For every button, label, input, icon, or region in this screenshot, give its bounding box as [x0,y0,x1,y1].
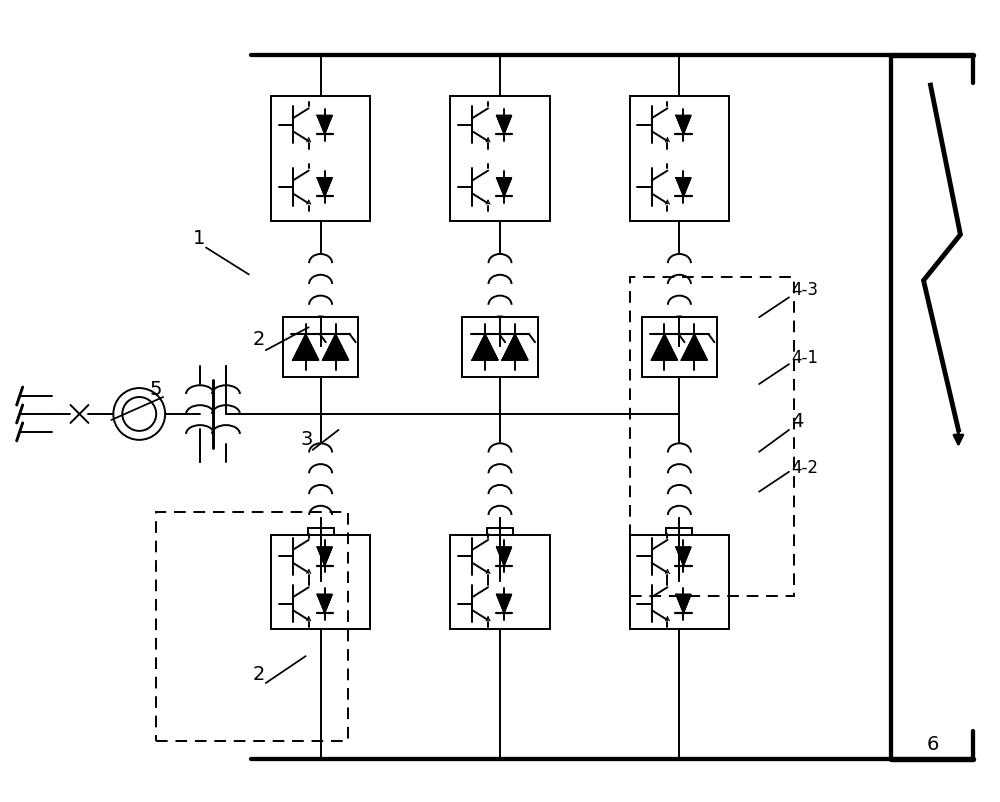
Polygon shape [497,548,512,566]
Polygon shape [472,334,498,361]
Text: 4-3: 4-3 [791,281,818,299]
Bar [271,97,370,221]
Bar [642,318,717,378]
Polygon shape [676,116,691,135]
Text: 4-1: 4-1 [791,349,818,367]
Bar [487,528,513,572]
Text: 4: 4 [791,411,803,431]
Bar [156,512,348,741]
Bar [630,97,729,221]
Text: 1: 1 [193,229,205,247]
Text: 2: 2 [253,330,265,349]
Bar [630,535,729,630]
Bar [283,318,358,378]
Polygon shape [681,334,707,361]
Polygon shape [676,594,691,613]
Bar [666,528,692,572]
Polygon shape [676,548,691,566]
Polygon shape [497,179,512,197]
Polygon shape [323,334,349,361]
Bar [450,97,550,221]
Bar [308,528,334,572]
Polygon shape [317,179,332,197]
Text: 2: 2 [253,664,265,683]
Polygon shape [497,116,512,135]
Polygon shape [317,594,332,613]
Polygon shape [502,334,528,361]
Polygon shape [676,179,691,197]
Text: 5: 5 [149,379,162,399]
Polygon shape [497,594,512,613]
Bar [630,278,794,597]
Polygon shape [293,334,319,361]
Polygon shape [317,548,332,566]
Text: 6: 6 [927,734,939,753]
Polygon shape [651,334,677,361]
Bar [462,318,538,378]
Bar [450,535,550,630]
Text: 3: 3 [301,429,313,448]
Bar [271,535,370,630]
Polygon shape [317,116,332,135]
Text: 4-2: 4-2 [791,458,818,476]
